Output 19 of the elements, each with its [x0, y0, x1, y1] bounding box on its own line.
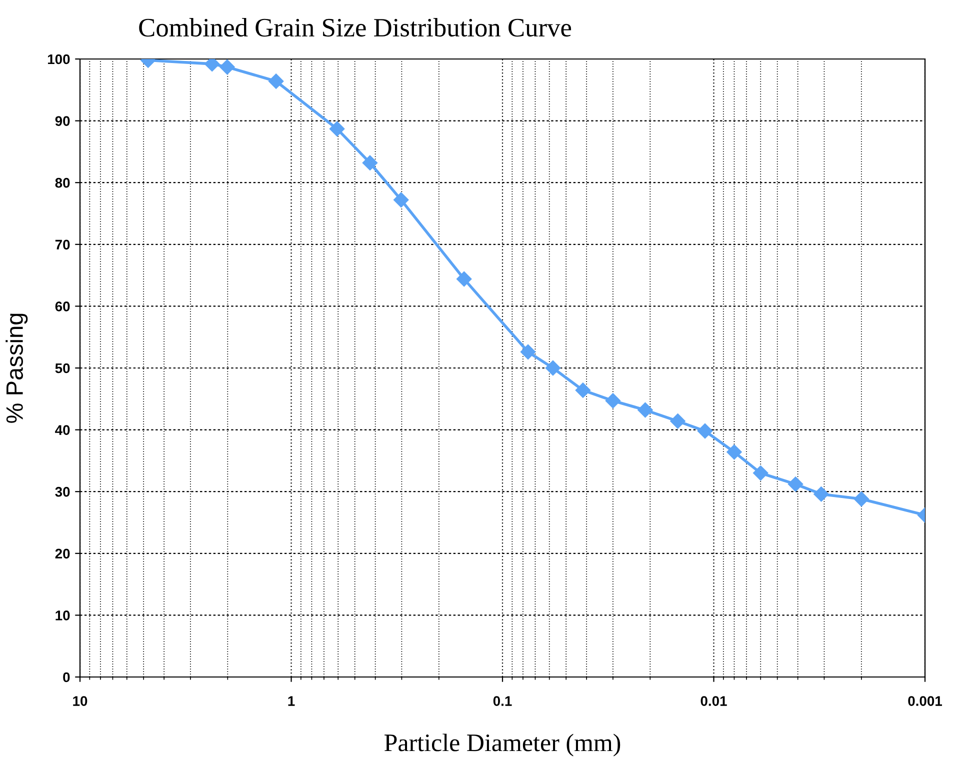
y-tick-label: 30: [55, 486, 70, 497]
x-tick-label: 1: [288, 696, 295, 706]
y-tick-label: 0: [63, 672, 70, 682]
x-tick-label: 10: [73, 696, 88, 706]
y-tick-label: 70: [55, 240, 70, 250]
x-tick-label: 0.1: [493, 696, 512, 706]
x-tick-label: 0.001: [908, 696, 942, 706]
y-tick-label: 50: [55, 363, 70, 374]
y-axis-title: % Passing: [6, 314, 28, 423]
y-tick-label: 20: [55, 548, 70, 559]
y-tick-label: 40: [55, 425, 70, 435]
y-tick-label: 10: [56, 610, 70, 620]
x-axis-title: Particle Diameter (mm): [384, 734, 620, 756]
x-tick-label: 0.01: [700, 696, 727, 706]
y-tick-label: 90: [55, 116, 70, 126]
y-tick-label: 80: [55, 178, 70, 188]
y-tick-label: 100: [48, 54, 70, 64]
chart-title: Combined Grain Size Distribution Curve: [139, 18, 572, 37]
y-tick-label: 60: [55, 302, 70, 312]
